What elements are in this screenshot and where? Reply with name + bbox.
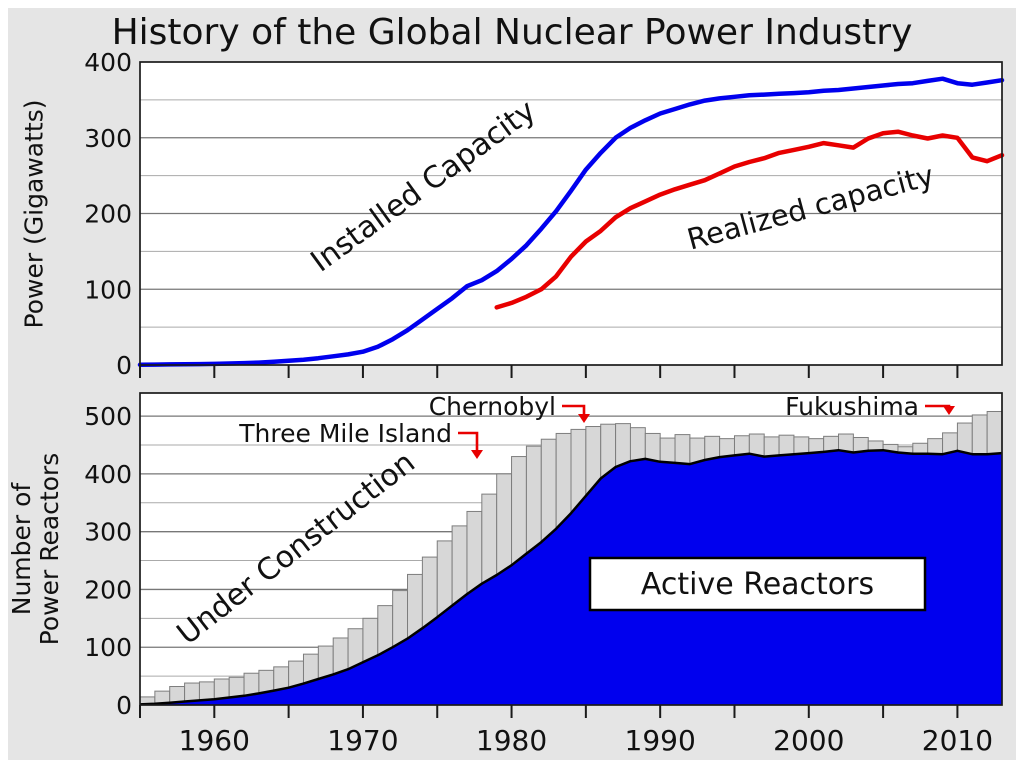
- reactors-x-tick-label-2010: 2010: [922, 724, 993, 757]
- active-reactors-edge: [139, 448, 1003, 706]
- power-y-tick-label-100: 100: [84, 275, 132, 304]
- reactors-y-tick-label-400: 400: [84, 460, 132, 489]
- reactors-y-tick-label-200: 200: [84, 575, 132, 604]
- three-mile-island-annotation-label: Three Mile Island: [238, 419, 452, 448]
- power-plot-border: [139, 61, 1003, 366]
- fukushima-annotation-arrowhead: [943, 406, 955, 415]
- power-y-tick-label-400: 400: [84, 48, 132, 77]
- reactors-y-tick-label-300: 300: [84, 518, 132, 547]
- reactors-x-tick-label-1960: 1960: [179, 724, 250, 757]
- reactors-x-tick-label-1990: 1990: [625, 724, 696, 757]
- power-y-tick-label-300: 300: [84, 124, 132, 153]
- three-mile-island-annotation-arrow: [458, 431, 479, 451]
- reactors-y-tick-label-100: 100: [84, 633, 132, 662]
- active-reactors-area: [140, 450, 1002, 705]
- power-y-tick-label-200: 200: [84, 200, 132, 229]
- chernobyl-annotation-arrowhead: [578, 414, 590, 423]
- reactors-x-tick-label-1980: 1980: [476, 724, 547, 757]
- chernobyl-annotation-arrow: [562, 404, 586, 415]
- reactors-y-tick-label-0: 0: [116, 691, 132, 720]
- reactors-x-tick-label-1970: 1970: [327, 724, 398, 757]
- reactors-x-tick-label-2000: 2000: [773, 724, 844, 757]
- figure-title: History of the Global Nuclear Power Indu…: [111, 12, 913, 53]
- reactors-y-tick-label-500: 500: [84, 402, 132, 431]
- active-reactors-legend-box: [588, 556, 927, 612]
- active-reactors-legend-label: Active Reactors: [641, 567, 874, 602]
- reactors-plot-border: [139, 392, 1003, 706]
- fukushima-annotation-label: Fukushima: [785, 392, 919, 421]
- chernobyl-annotation-label: Chernobyl: [429, 392, 556, 421]
- three-mile-island-annotation-arrowhead: [471, 450, 483, 459]
- power-y-tick-label-0: 0: [116, 351, 132, 380]
- installed-capacity-line: [137, 76, 1005, 368]
- realized-capacity-line: [494, 129, 1005, 310]
